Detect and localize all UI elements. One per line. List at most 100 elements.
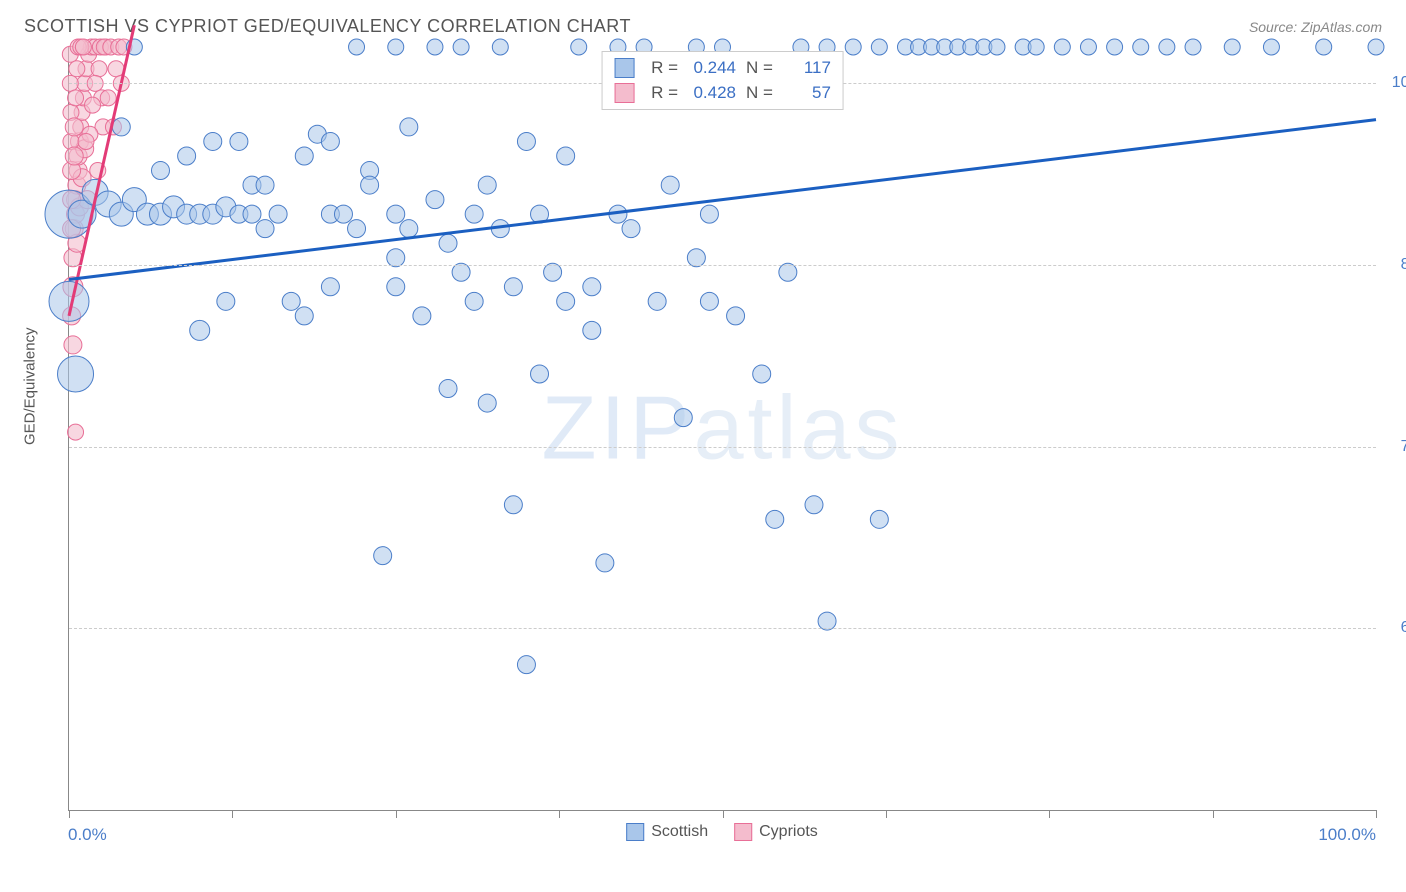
chart-title: SCOTTISH VS CYPRIOT GED/EQUIVALENCY CORR… — [24, 16, 631, 37]
cypriots-point — [69, 162, 87, 180]
cypriots-point — [63, 104, 79, 120]
scottish-point — [374, 547, 392, 565]
scottish-point — [203, 204, 223, 224]
stats-legend: R =0.244N =117R =0.428N =57 — [601, 51, 844, 110]
r-label: R = — [651, 81, 678, 106]
scottish-point — [504, 278, 522, 296]
n-label: N = — [746, 81, 773, 106]
cypriots-point — [94, 90, 110, 106]
scottish-point — [661, 176, 679, 194]
scottish-point — [557, 147, 575, 165]
scottish-point — [439, 380, 457, 398]
watermark: ZIPatlas — [541, 377, 903, 480]
legend-swatch — [626, 823, 644, 841]
gridline — [69, 628, 1376, 629]
cypriots-point — [62, 46, 78, 62]
scottish-point — [753, 365, 771, 383]
scottish-point — [308, 125, 326, 143]
n-value: 117 — [783, 56, 831, 81]
legend-label: Scottish — [651, 823, 708, 840]
scottish-point — [870, 510, 888, 528]
scottish-point — [321, 205, 339, 223]
scottish-point — [700, 205, 718, 223]
cypriots-point — [65, 118, 83, 136]
scottish-point — [805, 496, 823, 514]
scottish-point — [112, 118, 130, 136]
scottish-point — [295, 307, 313, 325]
cypriots-point — [70, 132, 88, 150]
cypriots-point — [67, 191, 85, 209]
legend-item: Scottish — [626, 823, 708, 841]
cypriots-point — [63, 133, 79, 149]
scottish-point — [531, 205, 549, 223]
cypriots-point — [68, 90, 84, 106]
scottish-point — [596, 554, 614, 572]
scottish-point — [321, 132, 339, 150]
scottish-point — [295, 147, 313, 165]
scottish-point — [478, 176, 496, 194]
scottish-point — [517, 656, 535, 674]
scottish-point — [190, 320, 210, 340]
scottish-point — [177, 204, 197, 224]
scottish-point — [243, 176, 261, 194]
legend-item: Cypriots — [734, 823, 818, 841]
legend-label: Cypriots — [759, 823, 818, 840]
scottish-point — [217, 292, 235, 310]
cypriots-point — [64, 336, 82, 354]
cypriots-point — [108, 61, 124, 77]
scottish-point — [58, 356, 94, 392]
gridline — [69, 265, 1376, 266]
scottish-point — [583, 278, 601, 296]
scottish-point — [361, 176, 379, 194]
legend-swatch — [734, 823, 752, 841]
scottish-point — [109, 202, 133, 226]
n-label: N = — [746, 56, 773, 81]
cypriots-point — [69, 61, 85, 77]
cypriots-point — [78, 191, 96, 209]
x-axis-min-label: 0.0% — [68, 825, 107, 845]
cypriots-point — [82, 126, 98, 142]
scottish-point — [557, 292, 575, 310]
r-value: 0.244 — [688, 56, 736, 81]
scottish-point — [178, 147, 196, 165]
gridline — [69, 447, 1376, 448]
scottish-point — [269, 205, 287, 223]
cypriots-point — [73, 119, 89, 135]
scottish-point — [216, 197, 236, 217]
cypriots-point — [63, 220, 81, 238]
scottish-point — [465, 292, 483, 310]
watermark-bold: ZIP — [541, 378, 693, 478]
cypriots-point — [63, 277, 83, 297]
y-tick-label: 62.5% — [1386, 619, 1406, 637]
scottish-point — [387, 205, 405, 223]
scottish-point — [163, 196, 185, 218]
scottish-point — [400, 118, 418, 136]
scottish-point — [49, 281, 89, 321]
scottish-point — [491, 220, 509, 238]
scottish-point — [95, 191, 121, 217]
watermark-thin: atlas — [693, 378, 903, 478]
plot-area: ZIPatlas 62.5%75.0%87.5%100.0%R =0.244N … — [68, 47, 1376, 811]
legend-swatch — [614, 58, 634, 78]
scottish-point — [727, 307, 745, 325]
scottish-point — [230, 205, 248, 223]
series-legend: Scottish Cypriots — [626, 823, 818, 841]
scottish-point — [82, 179, 108, 205]
scottish-point — [256, 176, 274, 194]
scottish-point — [517, 132, 535, 150]
cypriots-point — [105, 119, 121, 135]
scottish-point — [426, 191, 444, 209]
cypriots-point — [90, 163, 106, 179]
scottish-point — [674, 409, 692, 427]
r-value: 0.428 — [688, 81, 736, 106]
scottish-point — [622, 220, 640, 238]
y-axis-label: GED/Equivalency — [22, 327, 39, 445]
x-tick — [1376, 810, 1377, 818]
cypriots-point — [63, 307, 81, 325]
scottish-point — [190, 204, 210, 224]
scottish-point — [700, 292, 718, 310]
scottish-point — [465, 205, 483, 223]
cypriots-point — [91, 61, 107, 77]
scottish-point — [334, 205, 352, 223]
cypriots-point — [75, 90, 91, 106]
